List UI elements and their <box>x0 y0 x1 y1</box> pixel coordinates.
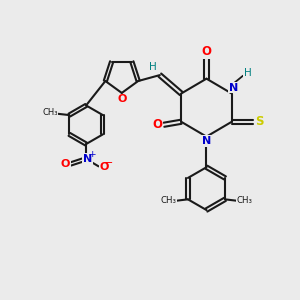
Text: H: H <box>244 68 251 78</box>
Text: O: O <box>99 162 109 172</box>
Text: O: O <box>118 94 127 104</box>
Text: N: N <box>83 154 92 164</box>
Text: −: − <box>104 158 114 168</box>
Text: S: S <box>255 115 264 128</box>
Text: H: H <box>149 62 157 72</box>
Text: CH₃: CH₃ <box>161 196 177 205</box>
Text: N: N <box>202 136 211 146</box>
Text: CH₃: CH₃ <box>42 108 58 117</box>
Text: O: O <box>152 118 162 131</box>
Text: N: N <box>229 82 238 93</box>
Text: O: O <box>202 45 212 58</box>
Text: CH₃: CH₃ <box>236 196 252 205</box>
Text: O: O <box>61 159 70 169</box>
Text: +: + <box>88 150 95 159</box>
